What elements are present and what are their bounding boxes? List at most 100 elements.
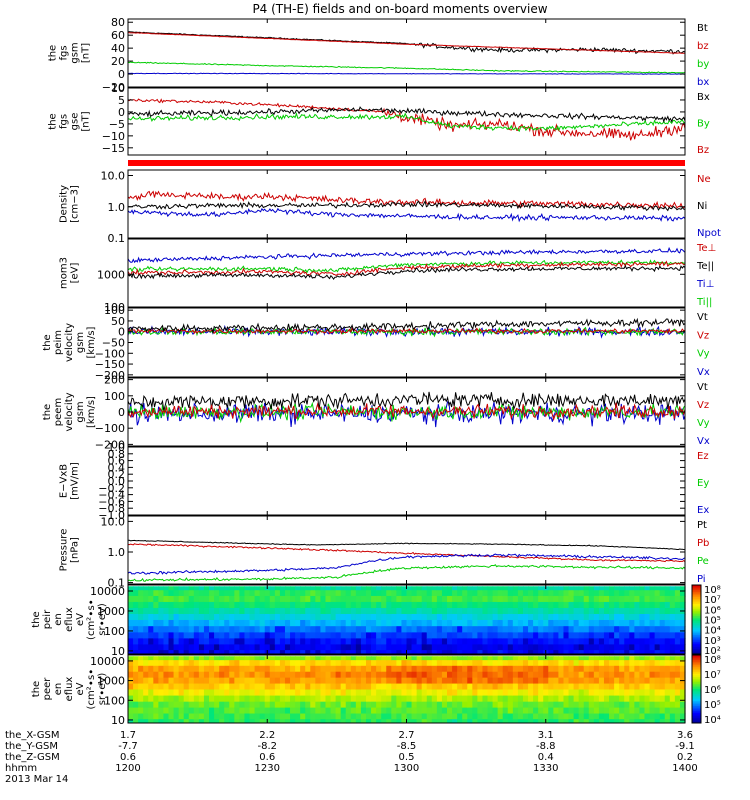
spectrogram-cell: [325, 650, 332, 655]
spectrogram-cell: [416, 671, 423, 679]
spectrogram-cell: [431, 701, 438, 709]
spectrogram-cell: [290, 683, 296, 691]
spectrogram-cell: [381, 613, 387, 621]
spectrogram-cell: [406, 601, 413, 609]
spectrogram-cell: [492, 707, 499, 715]
spectrogram-cell: [305, 619, 311, 627]
spectrogram-cell: [173, 619, 180, 627]
spectrogram-cell: [269, 713, 276, 720]
spectrogram-cell: [133, 638, 139, 645]
series-Vt: [128, 317, 685, 335]
spectrogram-cell: [148, 644, 154, 651]
spectrogram-cell: [669, 656, 676, 661]
spectrogram-cell: [254, 607, 261, 615]
spectrogram-cell: [386, 707, 392, 715]
spectrogram-cell: [350, 660, 357, 667]
spectrogram-cell: [502, 632, 509, 639]
spectrogram-cell: [406, 695, 413, 703]
spectrogram-cell: [168, 619, 175, 627]
spectrogram-cell: [441, 656, 448, 661]
spectrogram-cell: [295, 695, 301, 703]
spectrogram-cell: [325, 683, 332, 691]
spectrogram-cell: [259, 619, 266, 627]
spectrogram-cell: [528, 719, 534, 724]
spectrogram-cell: [497, 701, 504, 709]
spectrogram-cell: [502, 601, 509, 609]
spectrogram-cell: [371, 590, 377, 597]
spectrogram-cell: [264, 626, 271, 633]
spectrogram-cell: [543, 638, 549, 645]
spectrogram-cell: [143, 619, 149, 627]
spectrogram-cell: [198, 689, 205, 697]
spectrogram-cell: [365, 650, 372, 655]
spectrogram-cell: [355, 665, 362, 673]
spectrogram-cell: [148, 613, 154, 621]
spectrogram-cell: [598, 660, 605, 667]
spectrogram-cell: [512, 707, 519, 715]
spectrogram-cell: [548, 677, 554, 685]
spectrogram-cell: [436, 619, 443, 627]
spectrogram-cell: [654, 660, 661, 667]
spectrogram-cell: [381, 713, 387, 720]
spectrogram-cell: [234, 689, 240, 697]
spectrogram-cell: [173, 665, 180, 673]
spectrogram-cell: [355, 695, 362, 703]
spectrogram-cell: [482, 719, 489, 724]
spectrogram-cell: [609, 590, 615, 597]
spectrogram-cell: [229, 650, 235, 655]
spectrogram-cell: [401, 613, 408, 621]
spectrogram-cell: [634, 601, 641, 609]
spectrogram-cell: [284, 644, 291, 651]
spectrogram-cell: [477, 695, 484, 703]
spectrogram-cell: [254, 671, 261, 679]
spectrogram-cell: [644, 638, 651, 645]
spectrogram-cell: [649, 656, 656, 661]
spectrogram-cell: [264, 613, 271, 621]
spectrogram-cell: [290, 713, 296, 720]
spectrogram-cell: [290, 644, 296, 651]
spectrogram-cell: [153, 671, 159, 679]
footer-value: 1400: [672, 763, 697, 774]
spectrogram-cell: [441, 677, 448, 685]
spectrogram-cell: [290, 660, 296, 667]
colorbar-step: [692, 683, 701, 687]
spectrogram-cell: [178, 632, 185, 639]
spectrogram-cell: [325, 677, 332, 685]
spectrogram-cell: [163, 677, 170, 685]
spectrogram-cell: [183, 644, 190, 651]
spectrogram-cell: [254, 626, 261, 633]
spectrogram-cell: [264, 683, 271, 691]
colorbar-step: [692, 638, 701, 641]
spectrogram-cell: [163, 683, 170, 691]
spectrogram-cell: [512, 644, 519, 651]
spectrogram-cell: [583, 613, 590, 621]
colorbar-step: [692, 647, 701, 650]
spectrogram-cell: [558, 613, 565, 621]
spectrogram-cell: [528, 613, 534, 621]
spectrogram-cell: [396, 590, 403, 597]
y-axis-label: eflux: [64, 607, 75, 632]
spectrogram-cell: [295, 632, 301, 639]
spectrogram-cell: [355, 595, 362, 603]
spectrogram-cell: [279, 586, 286, 591]
spectrogram-cell: [153, 586, 159, 591]
spectrogram-cell: [305, 632, 311, 639]
spectrogram-cell: [371, 665, 377, 673]
spectrogram-cell: [138, 590, 144, 597]
spectrogram-cell: [219, 656, 225, 661]
spectrogram-cell: [330, 665, 337, 673]
y-tick-label: 1000: [97, 268, 125, 281]
spectrogram-cell: [279, 707, 286, 715]
spectrogram-cell: [472, 595, 478, 603]
spectrogram-cell: [553, 707, 560, 715]
spectrogram-cell: [133, 660, 139, 667]
spectrogram-cell: [477, 689, 484, 697]
spectrogram-cell: [441, 632, 448, 639]
spectrogram-cell: [396, 656, 403, 661]
spectrogram-cell: [315, 613, 322, 621]
series-Pe: [128, 564, 685, 582]
spectrogram-cell: [138, 650, 144, 655]
spectrogram-cell: [350, 656, 357, 661]
spectrogram-cell: [183, 595, 190, 603]
spectrogram-cell: [522, 713, 529, 720]
